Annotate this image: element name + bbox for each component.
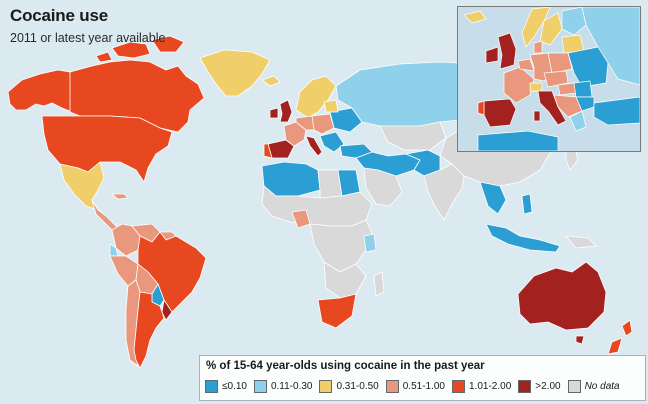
legend-item: ≤0.10 — [205, 380, 247, 393]
inset-russia — [581, 7, 640, 86]
legend-item: >2.00 — [518, 380, 561, 393]
legend-label: 1.01-2.00 — [469, 381, 512, 392]
legend-swatch — [567, 380, 581, 393]
region-southern-africa — [323, 261, 367, 299]
region-eastern-europe — [329, 107, 363, 133]
inset-belarus-ukraine — [567, 46, 609, 88]
page-subtitle: 2011 or latest year available — [10, 31, 166, 45]
region-kenya — [363, 233, 377, 253]
inset-iberia — [483, 98, 517, 128]
inset-sweden — [539, 12, 563, 46]
region-italy — [305, 135, 323, 157]
legend-swatch — [518, 380, 532, 393]
inset-denmark — [533, 40, 543, 54]
region-argentina — [133, 291, 165, 369]
inset-ireland — [485, 46, 499, 64]
legend-item: 1.01-2.00 — [452, 380, 511, 393]
legend-label: No data — [584, 381, 620, 392]
europe-inset-map — [457, 6, 641, 152]
inset-north-africa — [477, 130, 559, 151]
region-png — [565, 235, 597, 249]
legend-label: >2.00 — [535, 381, 561, 392]
region-india — [423, 163, 465, 221]
inset-iceland — [463, 10, 487, 24]
legend-swatch — [385, 380, 399, 393]
region-uk — [279, 99, 293, 123]
legend-item: 0.11-0.30 — [253, 380, 313, 393]
legend-swatch — [452, 380, 465, 393]
legend-item: 0.31-0.50 — [319, 380, 379, 393]
region-usa — [41, 115, 173, 183]
inset-finland — [561, 7, 587, 36]
region-madagascar — [373, 271, 385, 297]
region-arabia — [363, 167, 403, 207]
region-brazil — [137, 231, 207, 313]
page-title: Cocaine use — [10, 6, 108, 25]
region-balkans — [319, 131, 345, 153]
inset-norway — [521, 7, 551, 48]
region-guyana — [159, 231, 177, 241]
legend-swatch — [205, 380, 218, 393]
region-portugal — [263, 143, 273, 159]
legend-swatch — [319, 380, 333, 393]
inset-turkey — [593, 96, 640, 126]
legend: % of 15-64 year-olds using cocaine in th… — [199, 355, 646, 401]
legend-item: 0.51-1.00 — [385, 380, 445, 393]
region-north-africa — [261, 161, 321, 197]
region-south-africa — [317, 293, 357, 329]
region-uruguay — [161, 299, 173, 321]
region-germany-benelux — [295, 115, 317, 131]
region-ireland — [269, 107, 279, 119]
inset-italy — [537, 90, 567, 126]
inset-romania — [573, 80, 593, 98]
inset-portugal — [477, 100, 485, 116]
inset-balkans — [553, 94, 583, 118]
legend-item: No data — [567, 380, 620, 393]
inset-poland — [547, 52, 573, 74]
inset-greece — [569, 110, 587, 132]
region-central-africa — [309, 219, 373, 273]
region-mexico — [59, 161, 105, 211]
inset-uk — [497, 32, 517, 70]
region-baltics — [323, 99, 339, 113]
legend-label: 0.51-1.00 — [402, 381, 445, 392]
region-indonesia — [485, 223, 561, 253]
region-central-europe — [311, 113, 335, 135]
region-philippines — [521, 193, 533, 215]
inset-czech-austria — [543, 70, 569, 88]
region-new-zealand — [607, 319, 633, 355]
region-indochina — [479, 181, 507, 215]
region-greenland — [199, 49, 271, 97]
inset-sardinia — [533, 110, 541, 122]
legend-items: ≤0.10 0.11-0.30 0.31-0.50 0.51-1.00 1.01… — [205, 380, 627, 393]
legend-label: ≤0.10 — [222, 381, 247, 392]
legend-swatch — [253, 380, 267, 393]
region-canada-islands — [95, 35, 185, 63]
legend-label: 0.31-0.50 — [336, 381, 379, 392]
region-australia — [517, 261, 607, 331]
region-egypt — [337, 169, 361, 197]
inset-hungary — [557, 82, 577, 96]
region-iceland — [261, 75, 281, 87]
region-tasmania — [575, 335, 585, 345]
legend-title: % of 15-64 year-olds using cocaine in th… — [206, 360, 485, 372]
inset-switzerland — [529, 82, 543, 92]
region-alaska — [7, 69, 73, 113]
region-kazakhstan — [379, 121, 447, 151]
legend-label: 0.11-0.30 — [270, 381, 313, 392]
inset-france — [503, 66, 535, 104]
